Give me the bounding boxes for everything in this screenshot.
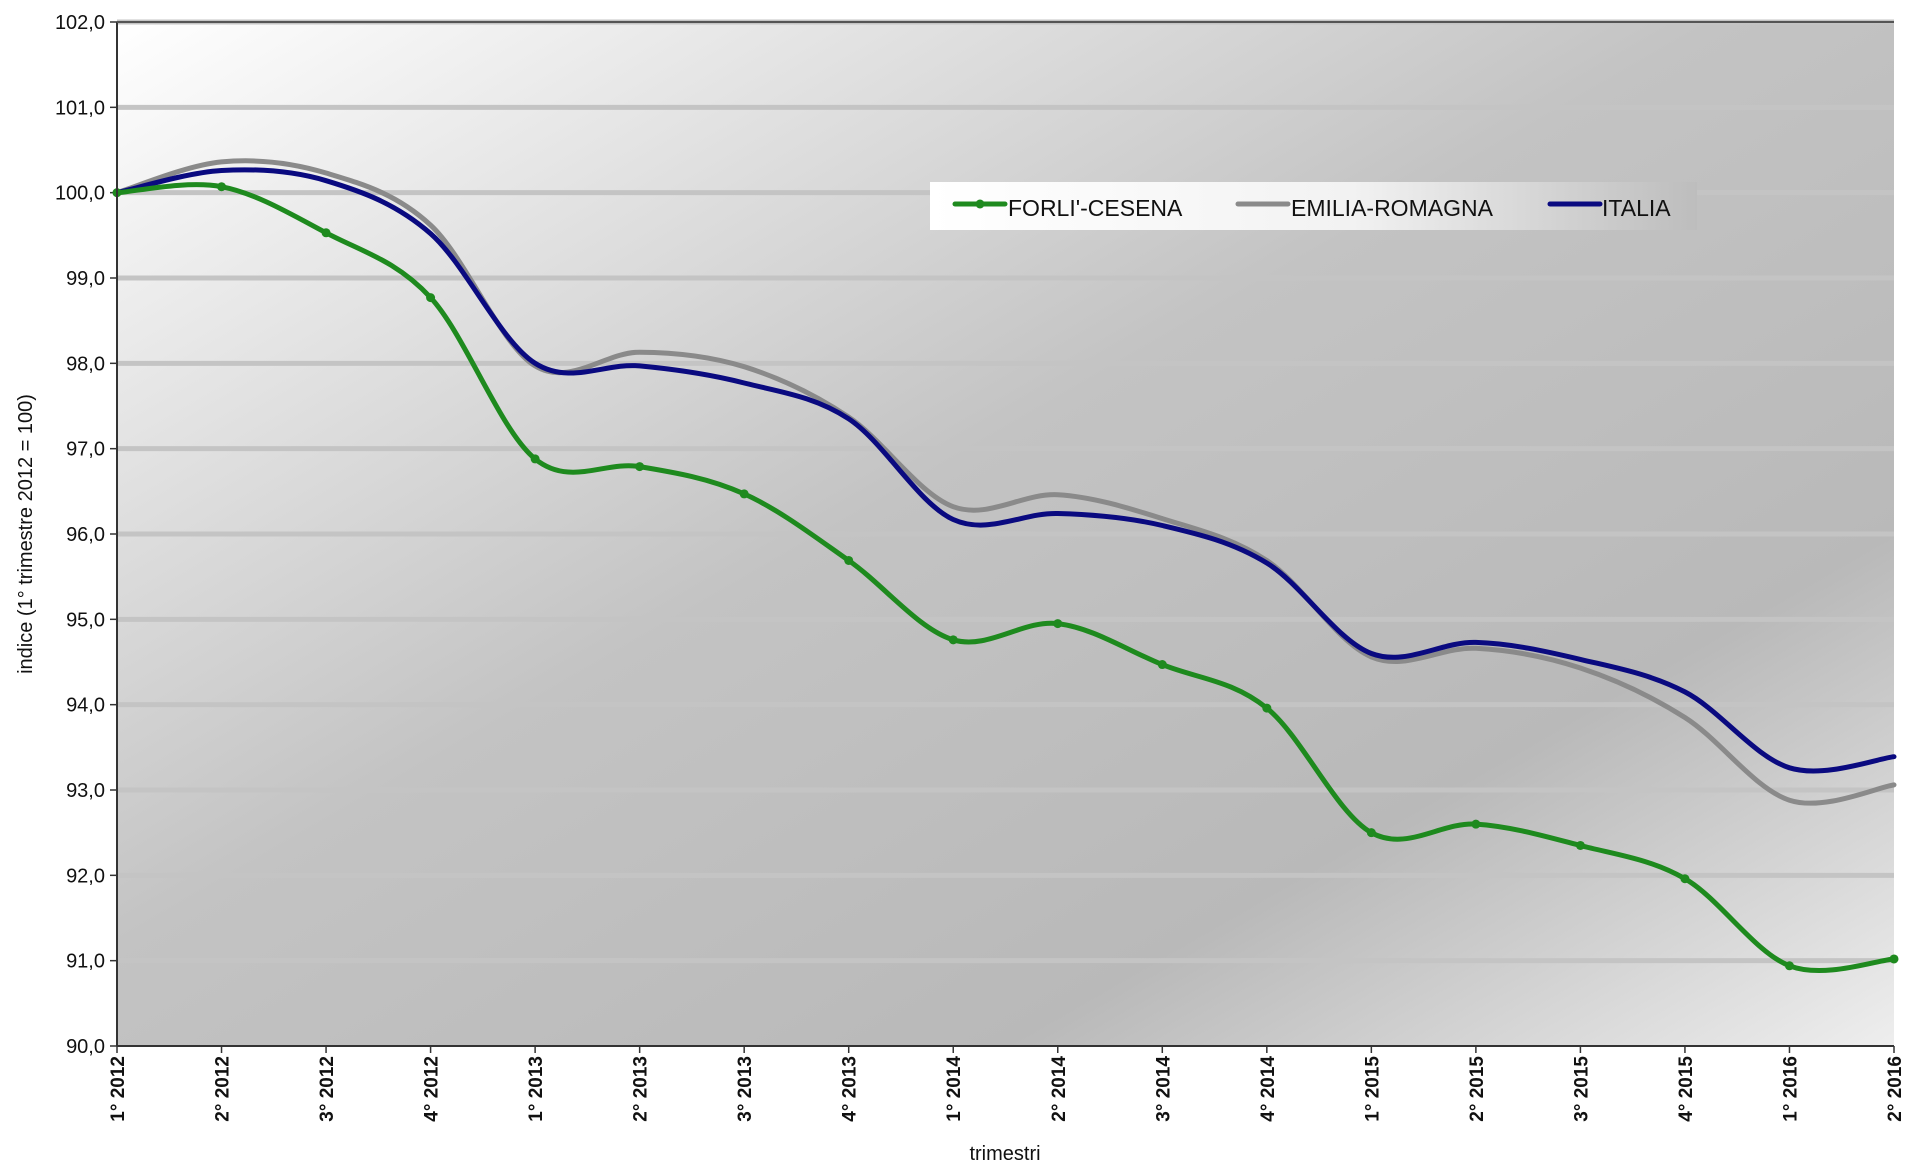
series-layer [112,158,1899,974]
data-point-forli-cesena [321,228,331,238]
y-tick-label: 101,0 [55,97,105,119]
x-tick-label: 1° 2016 [1780,1056,1801,1122]
x-tick-label: 4° 2015 [1676,1056,1697,1122]
x-tick-label: 1° 2013 [526,1056,547,1122]
data-point-forli-cesena [739,489,749,499]
x-tick-label: 1° 2012 [108,1056,129,1122]
legend-label-italia: ITALIA [1602,195,1671,221]
x-tick-label: 2° 2012 [213,1056,234,1122]
y-tick-label: 102,0 [55,12,105,34]
y-tick-label: 90,0 [66,1036,105,1058]
x-tick-label: 3° 2014 [1153,1056,1174,1122]
data-point-forli-cesena [1680,874,1690,884]
data-point-forli-cesena [1366,828,1376,838]
data-point-forli-cesena [1575,840,1585,850]
data-point-forli-cesena [217,182,227,192]
y-tick-label: 96,0 [66,524,105,546]
data-point-forli-cesena [530,454,540,464]
legend-label-forli-cesena: FORLI'-CESENA [1008,195,1183,221]
x-tick-label: 4° 2013 [840,1056,861,1122]
y-tick-label: 100,0 [55,183,105,205]
y-tick-label: 94,0 [66,695,105,717]
y-ticks: 90,0 91,0 92,0 93,0 94,0 95,0 96,0 97,0 98,0 99,0… [55,12,117,1058]
x-tick-label: 1° 2015 [1362,1056,1383,1122]
data-point-forli-cesena [1157,660,1167,670]
legend-label-emilia-romagna: EMILIA-ROMAGNA [1291,195,1494,221]
legend-item-italia: ITALIA [1547,195,1671,221]
x-tick-label: 3° 2012 [317,1056,338,1122]
x-tick-label: 3° 2013 [735,1056,756,1122]
x-tick-label: 1° 2014 [944,1056,965,1122]
data-point-forli-cesena [635,462,645,472]
y-tick-label: 95,0 [66,609,105,631]
x-tick-label: 2° 2015 [1467,1056,1488,1122]
series-line-italia [114,167,1897,774]
data-point-forli-cesena [1784,961,1794,971]
x-tick-label: 4° 2014 [1258,1056,1279,1122]
data-point-forli-cesena [426,293,436,303]
data-point-forli-cesena [1053,619,1063,629]
x-tick-label: 2° 2013 [631,1056,652,1122]
y-tick-label: 98,0 [66,353,105,375]
data-point-forli-cesena [948,635,958,645]
legend-item-emilia-romagna: EMILIA-ROMAGNA [1235,195,1494,221]
legend-item-forli-cesena: FORLI'-CESENA [952,195,1183,221]
y-axis-label: indice (1° trimestre 2012 = 100) [15,394,37,674]
y-tick-label: 92,0 [66,865,105,887]
y-tick-label: 91,0 [66,951,105,973]
x-ticks: 1° 2012 2° 2012 3° 2012 4° 2012 1° 2013 2° 20… [108,1046,1906,1122]
y-tick-label: 97,0 [66,439,105,461]
data-point-forli-cesena [844,555,854,565]
y-tick-label: 99,0 [66,268,105,290]
data-point-forli-cesena [1262,703,1272,713]
x-tick-label: 4° 2012 [422,1056,443,1122]
series-line-emilia-romagna [114,158,1897,806]
legend: FORLI'-CESENA EMILIA-ROMAGNA ITALIA [930,182,1697,230]
y-tick-label: 93,0 [66,780,105,802]
x-tick-label: 2° 2014 [1049,1056,1070,1122]
data-point-forli-cesena [1889,954,1899,964]
x-tick-label: 3° 2015 [1571,1056,1592,1122]
legend-marker-forli-cesena [975,199,985,209]
x-axis-label: trimestri [969,1143,1040,1165]
data-point-forli-cesena [1471,819,1481,829]
x-tick-label: 2° 2016 [1885,1056,1906,1122]
